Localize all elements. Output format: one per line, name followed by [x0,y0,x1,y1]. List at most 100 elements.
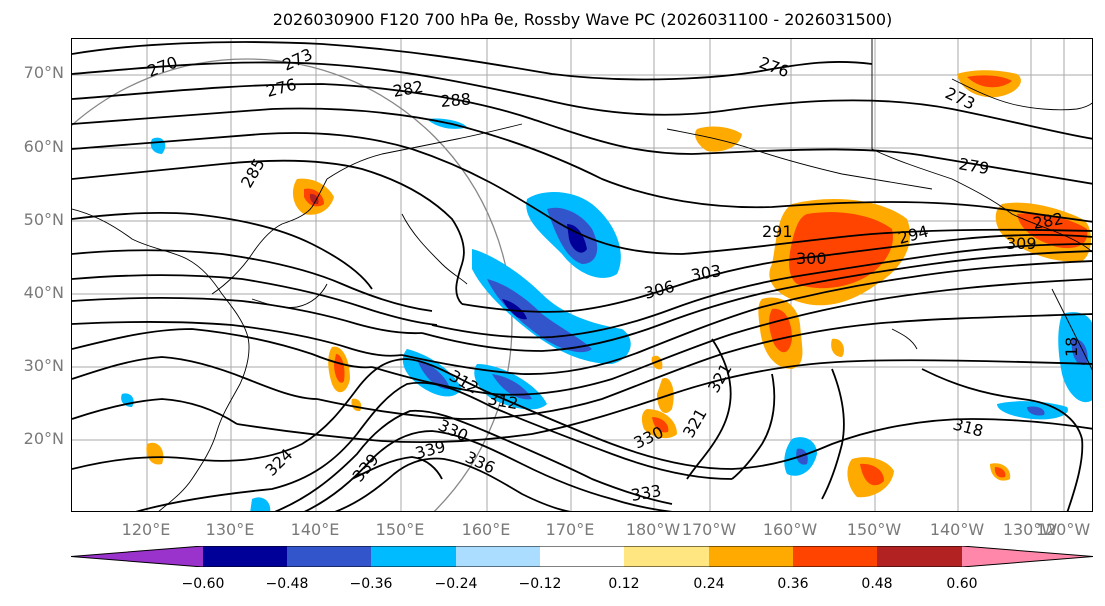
contour-line [72,356,318,400]
contour-line [334,457,571,511]
graticule [72,39,1092,511]
contour-line [72,41,873,81]
contour-line [72,211,373,290]
colorbar-tick: 0.48 [861,576,893,592]
negative-anomaly-patch [796,448,808,465]
coastline [891,328,918,350]
contour-line [72,132,1092,255]
contour-line [72,83,1092,185]
contour-line [431,243,1092,339]
lon-label-150w: 150°W [846,520,902,539]
contour-line [135,381,733,511]
coastline [251,283,328,308]
positive-anomaly-patch [652,417,669,433]
lat-label-60n: 60°N [23,137,64,156]
contour-line [236,359,1092,444]
contour-line [401,260,1092,375]
colorbar-cell-pos-060-arrow [962,546,1093,567]
contour-line [316,313,1092,420]
contour-line [371,278,1092,396]
contour-line [72,320,403,357]
map-panel: 270 273 276 276 282 288 285 273 279 291 … [71,38,1093,512]
contour-label: 291 [762,222,793,241]
lon-label-160e: 160°E [461,520,511,539]
coastline [326,123,523,180]
positive-anomaly-patch [334,354,345,383]
negative-anomaly-patch [492,374,532,400]
colorbar-tick: −0.12 [518,576,562,592]
contour-label: 300 [796,249,827,268]
positive-anomaly-patch [146,442,164,465]
contour-label: 321 [679,405,711,441]
lon-label-170w: 170°W [681,520,737,539]
contour-label: 276 [757,53,792,81]
coastlines [72,39,1092,511]
contour-label: 273 [280,44,316,74]
contour-line [351,456,443,480]
contour-line [72,398,238,425]
contour-line [731,373,776,480]
colorbar-cell-pos-036 [793,546,877,567]
coastline [72,208,250,511]
colorbar-cell-pos-012 [624,546,709,567]
contour-line [921,368,1084,511]
contour-line [461,234,1092,313]
lat-label-70n: 70°N [23,63,64,82]
negative-anomaly-patch [250,497,271,511]
lat-label-20n: 20°N [23,429,64,448]
colorbar [71,546,1093,567]
negative-anomaly-patch [150,137,166,154]
coastline [401,213,468,285]
colorbar-tick: −0.36 [349,576,393,592]
colorbar-tick: 0.36 [777,576,809,592]
lon-label-150e: 150°E [375,520,425,539]
negative-anomaly-patch [502,299,527,320]
colorbar-tick: −0.24 [434,576,478,592]
contour-label: 336 [462,447,498,477]
contour-label: 312 [486,389,519,413]
coastline [1051,288,1092,371]
contour-line [72,107,1092,223]
lon-label-140w: 140°W [929,520,985,539]
contour-line [72,358,1092,470]
lon-label-120w: 120°W [1035,520,1091,539]
colorbar-tick: 0.60 [946,576,978,592]
contour-line [72,249,433,312]
positive-anomaly-patch [967,75,1012,88]
contour-line [821,368,845,500]
positive-anomaly-patch [789,212,893,289]
negative-anomaly-patch [1027,406,1045,416]
contour-label: 309 [1006,234,1037,253]
contour-line [72,159,465,305]
positive-anomaly-patch [309,193,319,205]
colorbar-tick: −0.60 [181,576,225,592]
map-canvas: 270 273 276 276 282 288 285 273 279 291 … [72,39,1092,511]
colorbar-cell-pos-024 [709,546,793,567]
positive-anomaly-patch [860,463,884,486]
negative-anomaly-patch [472,249,631,364]
lon-label-130e: 130°E [205,520,255,539]
positive-anomaly-patch [351,398,362,412]
colorbar-cell-neg-048 [203,546,287,567]
reference-circle [72,58,513,511]
positive-anomaly-patch [994,467,1006,478]
contour-line [72,297,423,335]
contour-label: 282 [391,77,424,101]
contour-line [72,61,1092,140]
contour-label: 339 [349,450,383,486]
negative-anomaly-patch [417,359,450,390]
contour-label: 306 [642,277,676,303]
contour-label: 279 [957,154,990,178]
colorbar-cell-neg-012 [456,546,540,567]
theta-e-contours [72,41,1092,511]
colorbar-cell-zero [540,546,624,567]
colorbar-tick: −0.48 [265,576,309,592]
contour-label: 276 [264,75,298,101]
contour-line [72,274,438,326]
lat-label-40n: 40°N [23,283,64,302]
contour-line [274,409,673,511]
colorbar-cell-pos-048 [877,546,962,567]
lon-label-170e: 170°E [545,520,595,539]
lon-label-130w: 130°W [1002,520,1058,539]
lat-label-30n: 30°N [23,356,64,375]
